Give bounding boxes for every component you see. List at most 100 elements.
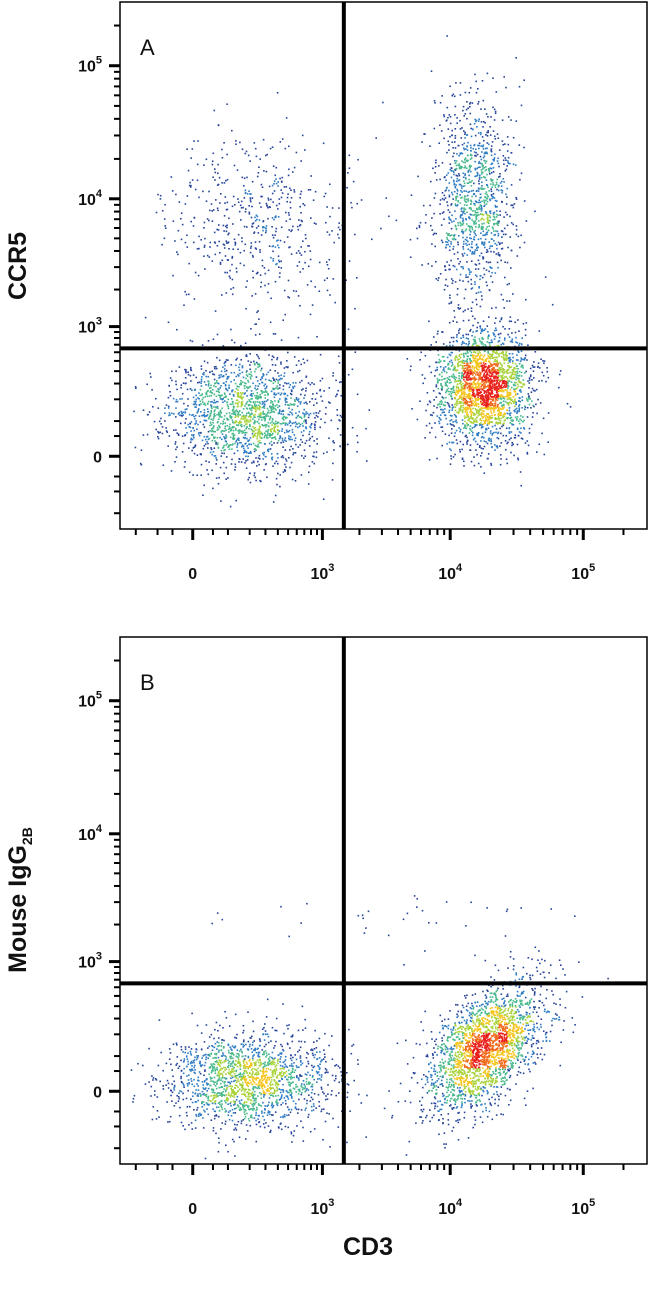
data-point: [200, 380, 203, 382]
data-point: [439, 401, 441, 403]
data-point: [491, 446, 493, 448]
data-point: [504, 358, 507, 361]
data-point: [460, 137, 463, 139]
data-point: [480, 387, 482, 390]
data-point: [210, 394, 213, 397]
data-point: [430, 371, 432, 374]
data-point: [254, 394, 256, 397]
data-point: [315, 456, 318, 459]
data-point: [477, 354, 479, 356]
data-point: [450, 359, 453, 362]
data-point: [285, 466, 287, 468]
data-point: [282, 388, 285, 391]
data-point: [501, 374, 504, 377]
data-point: [485, 390, 488, 392]
data-point: [212, 373, 214, 375]
data-point: [446, 35, 448, 37]
data-point: [304, 426, 307, 429]
data-point: [510, 416, 512, 419]
data-point: [475, 247, 478, 249]
data-point: [465, 396, 467, 398]
data-point: [477, 291, 480, 294]
data-point: [452, 336, 455, 339]
data-point: [267, 432, 269, 434]
data-point: [248, 443, 250, 446]
data-point: [197, 409, 200, 412]
data-point: [258, 333, 261, 335]
data-point: [203, 415, 206, 418]
data-point: [506, 300, 508, 302]
data-point: [472, 331, 474, 333]
data-point: [506, 462, 509, 465]
data-point: [285, 458, 287, 460]
data-point: [315, 451, 318, 453]
data-point: [469, 233, 471, 236]
data-point: [492, 158, 494, 161]
data-point: [279, 435, 281, 437]
data-point: [477, 433, 479, 436]
data-point: [217, 442, 219, 444]
data-point: [464, 91, 467, 94]
data-point: [270, 380, 273, 382]
data-point: [477, 359, 479, 362]
data-point: [522, 379, 525, 381]
data-point: [513, 402, 515, 405]
data-point: [479, 383, 482, 385]
data-point: [481, 80, 484, 82]
data-point: [456, 334, 458, 336]
data-point: [340, 381, 342, 383]
data-point: [215, 463, 217, 465]
data-point: [234, 422, 236, 424]
data-point: [270, 411, 273, 413]
data-point: [488, 360, 491, 363]
data-point: [422, 382, 424, 385]
data-point: [449, 414, 452, 417]
data-point: [438, 420, 440, 423]
data-point: [494, 386, 496, 389]
data-point: [506, 442, 508, 445]
data-point: [245, 403, 248, 405]
data-point: [211, 389, 214, 391]
data-point: [461, 342, 464, 344]
data-point: [471, 367, 473, 369]
data-point: [466, 409, 469, 411]
data-point: [249, 376, 252, 378]
data-point: [520, 419, 523, 422]
data-point: [441, 389, 443, 391]
data-point: [467, 240, 469, 243]
data-point: [202, 414, 204, 417]
data-point: [244, 392, 246, 394]
data-point: [335, 395, 337, 398]
data-point: [489, 266, 491, 268]
data-point: [475, 226, 477, 228]
data-point: [511, 340, 513, 342]
data-point: [265, 387, 268, 389]
data-point: [241, 381, 244, 383]
data-point: [494, 394, 497, 396]
data-point: [489, 345, 491, 347]
data-point: [466, 443, 468, 445]
data-point: [467, 280, 470, 283]
data-point: [469, 226, 471, 228]
data-point: [478, 147, 480, 150]
data-point: [220, 500, 222, 502]
data-point: [461, 191, 463, 193]
data-point: [300, 393, 302, 396]
data-point: [439, 124, 441, 126]
data-point: [504, 337, 506, 339]
data-point: [282, 419, 285, 421]
data-point: [226, 378, 228, 380]
data-point: [481, 276, 484, 279]
data-point: [227, 359, 229, 361]
data-point: [458, 396, 461, 399]
data-point: [305, 420, 307, 423]
data-point: [437, 277, 440, 279]
data-point: [454, 359, 457, 361]
data-point: [313, 451, 315, 454]
data-point: [468, 174, 470, 177]
data-point: [495, 394, 498, 396]
data-point: [509, 414, 511, 416]
data-point: [462, 210, 464, 213]
data-point: [168, 414, 170, 417]
data-point: [471, 397, 474, 400]
